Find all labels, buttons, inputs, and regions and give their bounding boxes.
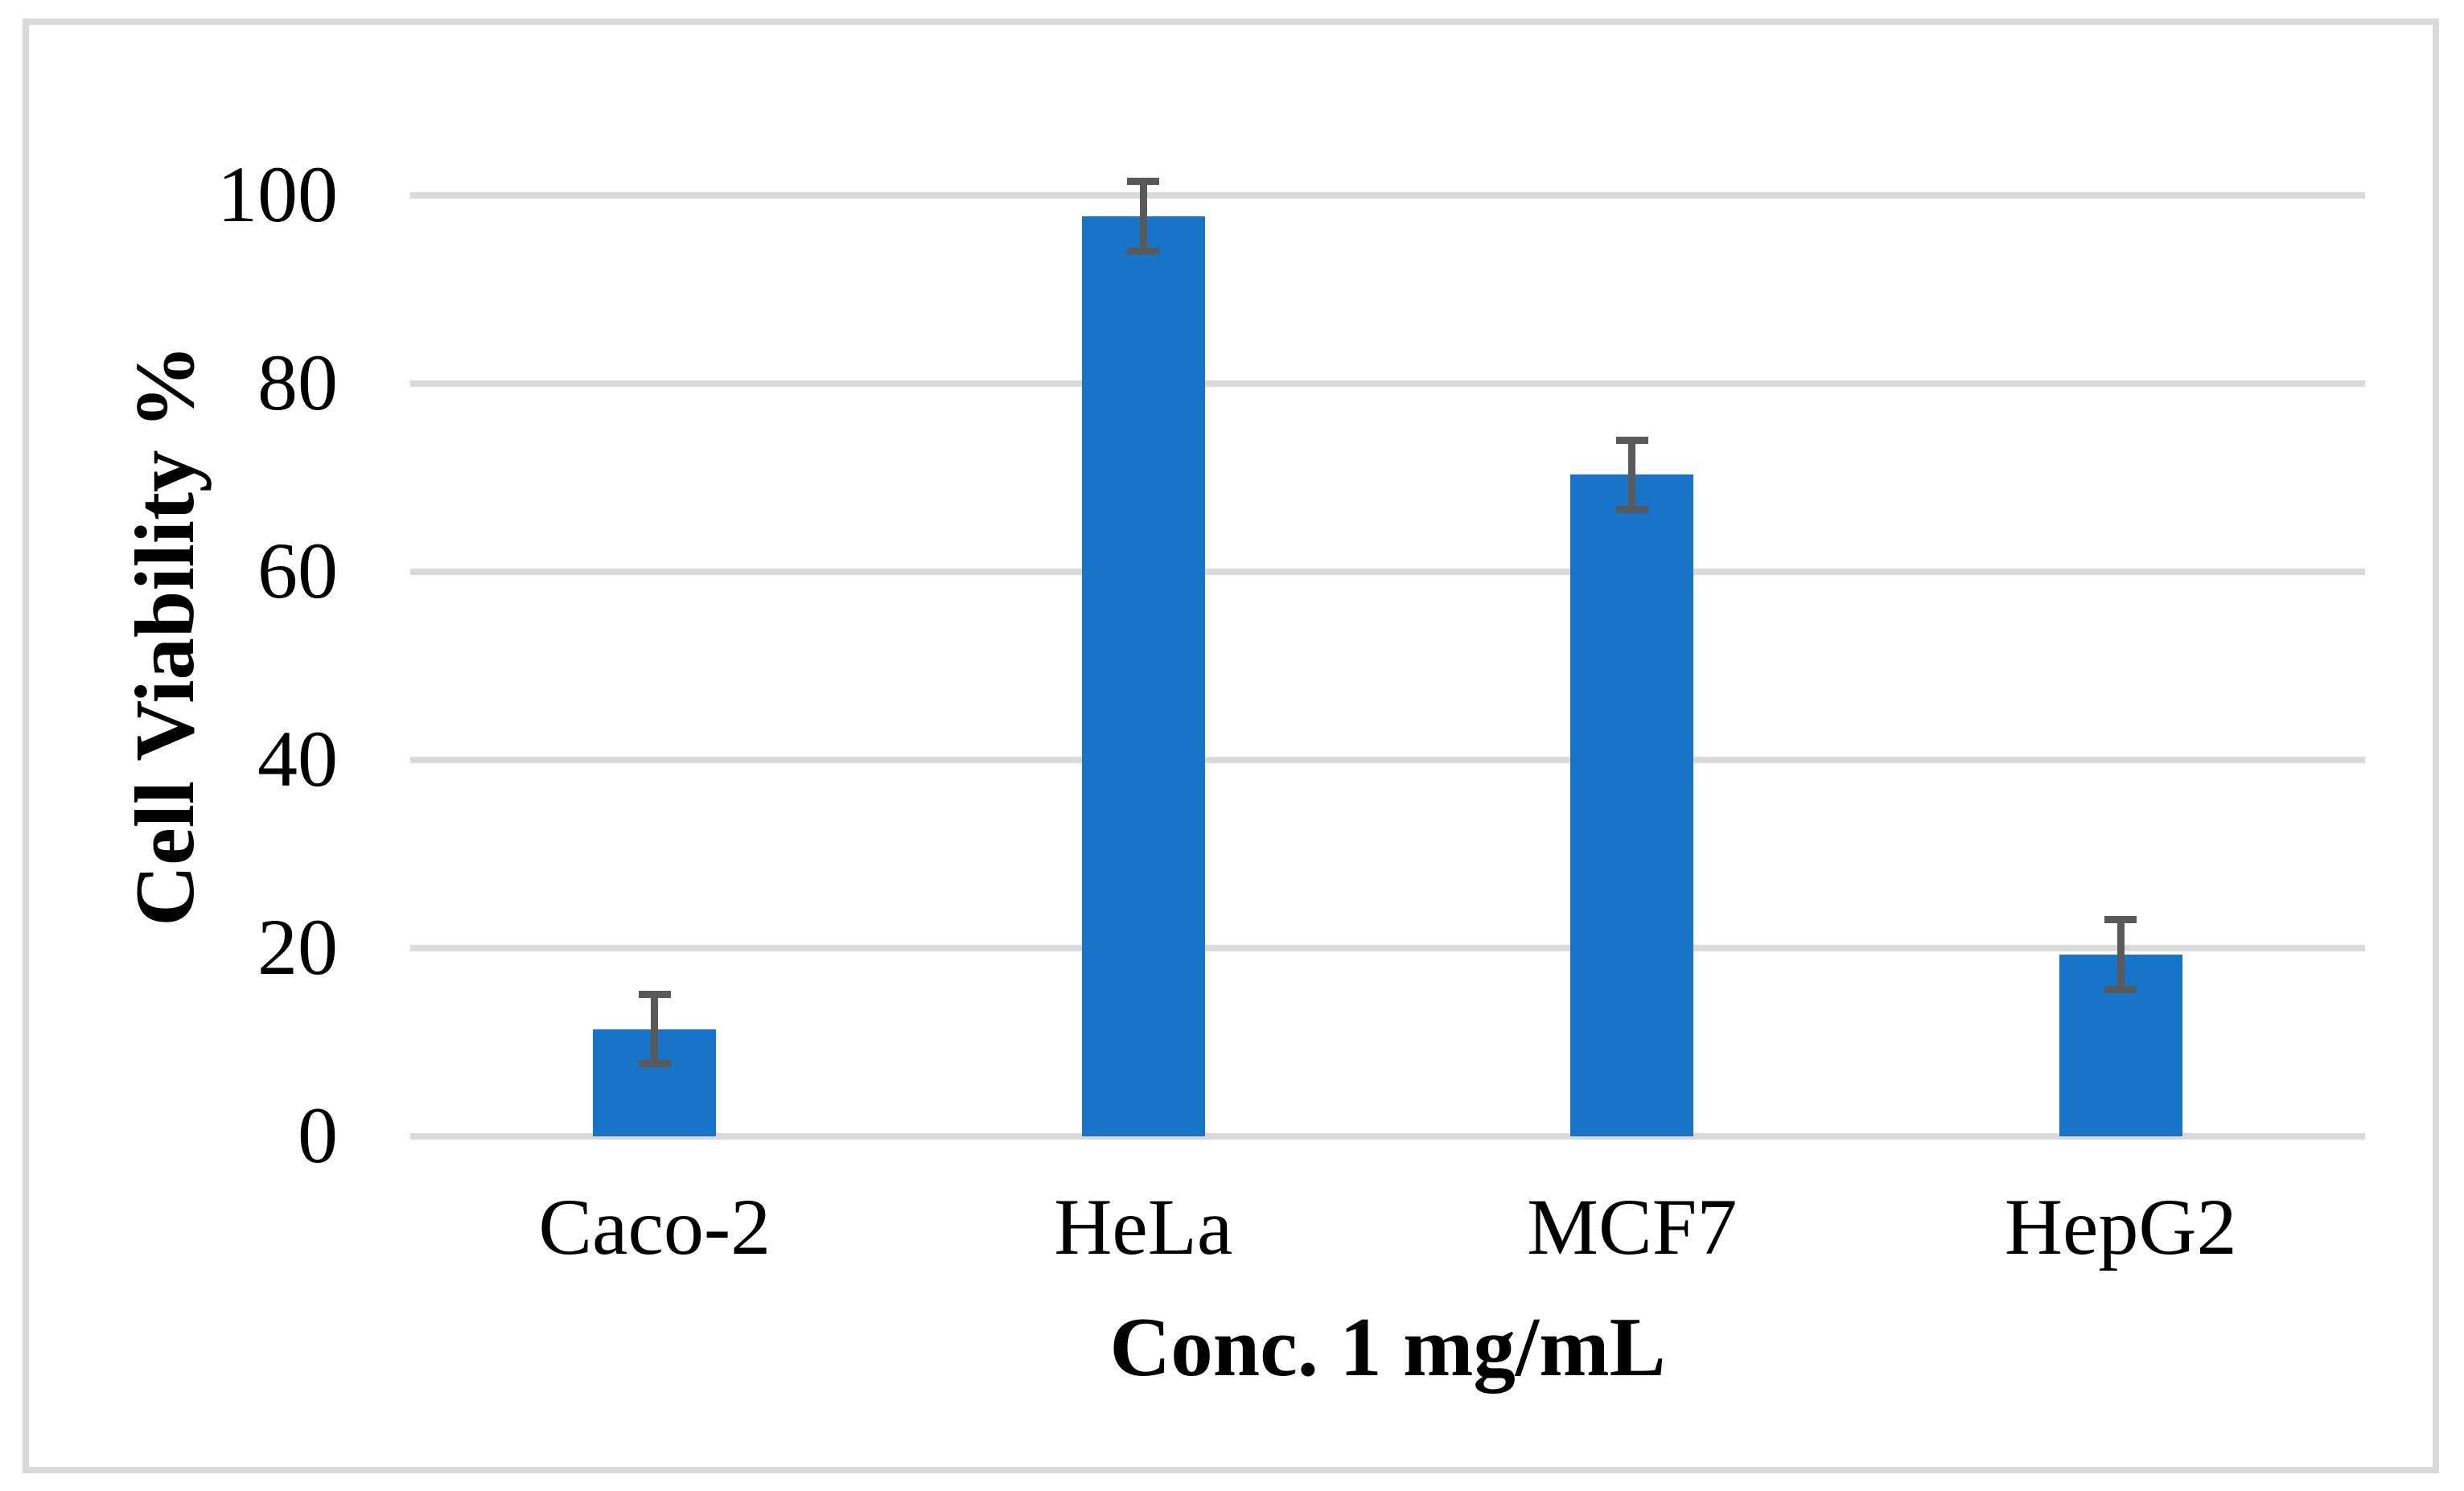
y-tick-label-80: 80 <box>257 338 338 427</box>
error-bar-line-caco-2 <box>651 994 659 1064</box>
gridline-40 <box>410 757 2365 763</box>
error-bar-top-cap-hepg2 <box>2104 916 2137 924</box>
error-bar-top-cap-hela <box>1127 177 1160 185</box>
category-label-mcf7: MCF7 <box>1527 1182 1738 1271</box>
error-bar-bottom-cap-mcf7 <box>1615 506 1648 514</box>
y-tick-label-40: 40 <box>257 714 338 803</box>
error-bar-line-hepg2 <box>2116 919 2125 990</box>
chart-border <box>23 18 2439 1473</box>
error-bar-line-mcf7 <box>1628 440 1636 510</box>
gridline-0 <box>410 1133 2365 1140</box>
bar-mcf7 <box>1570 474 1694 1136</box>
y-tick-label-100: 100 <box>217 150 338 239</box>
gridline-80 <box>410 380 2365 387</box>
error-bar-bottom-cap-hela <box>1127 247 1160 255</box>
y-axis-title: Cell Viability % <box>117 344 212 926</box>
gridline-100 <box>410 192 2365 199</box>
x-axis-title: Conc. 1 mg/mL <box>1109 1300 1666 1394</box>
category-label-hepg2: HepG2 <box>2004 1182 2237 1271</box>
error-bar-bottom-cap-caco-2 <box>638 1060 671 1068</box>
y-tick-label-20: 20 <box>257 902 338 992</box>
category-label-hela: HeLa <box>1054 1182 1233 1271</box>
error-bar-bottom-cap-hepg2 <box>2104 985 2137 993</box>
y-tick-label-60: 60 <box>257 526 338 615</box>
category-label-caco-2: Caco-2 <box>538 1182 771 1271</box>
gridline-60 <box>410 569 2365 575</box>
gridline-20 <box>410 945 2365 951</box>
error-bar-top-cap-caco-2 <box>638 990 671 998</box>
bar-hela <box>1081 216 1205 1136</box>
error-bar-top-cap-mcf7 <box>1615 436 1648 444</box>
y-tick-label-0: 0 <box>298 1091 338 1180</box>
error-bar-line-hela <box>1139 181 1147 252</box>
